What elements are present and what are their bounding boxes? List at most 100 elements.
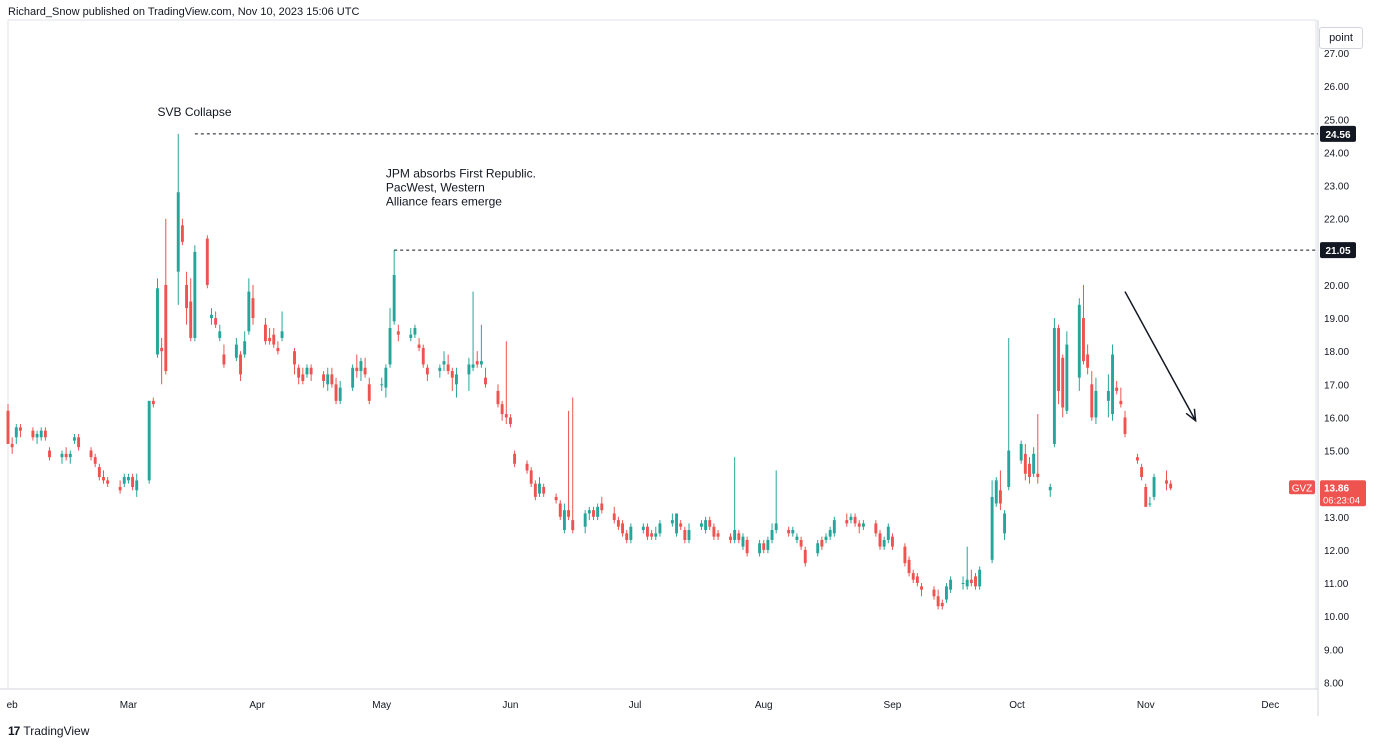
candle-body[interactable] <box>554 496 558 501</box>
candle-body[interactable] <box>388 328 392 365</box>
candle-body[interactable] <box>126 477 130 481</box>
candle-body[interactable] <box>280 331 284 338</box>
candle-body[interactable] <box>708 520 712 527</box>
candle-body[interactable] <box>438 367 442 372</box>
candle-body[interactable] <box>97 467 101 478</box>
candle-body[interactable] <box>704 520 708 531</box>
candle-body[interactable] <box>874 523 878 534</box>
candle-body[interactable] <box>234 344 238 358</box>
candle-body[interactable] <box>355 367 359 372</box>
candle-body[interactable] <box>567 510 571 517</box>
candle-body[interactable] <box>1119 400 1123 405</box>
candle-body[interactable] <box>849 516 853 521</box>
candle-body[interactable] <box>351 367 355 388</box>
price-scale-mode-button[interactable]: point <box>1319 27 1363 49</box>
candle-body[interactable] <box>272 334 276 345</box>
candle-body[interactable] <box>853 516 857 524</box>
candle-body[interactable] <box>758 543 762 554</box>
candle-body[interactable] <box>450 371 454 378</box>
candle-body[interactable] <box>538 483 541 494</box>
candle-body[interactable] <box>891 536 894 547</box>
candle-body[interactable] <box>533 483 537 497</box>
candle-body[interactable] <box>791 530 795 534</box>
candle-body[interactable] <box>392 275 396 322</box>
candle-body[interactable] <box>35 433 39 438</box>
candle-body[interactable] <box>629 526 633 540</box>
candle-body[interactable] <box>1094 390 1098 418</box>
candle-body[interactable] <box>903 546 907 564</box>
candle-body[interactable] <box>64 453 68 458</box>
candle-body[interactable] <box>936 596 940 607</box>
candle-body[interactable] <box>467 364 471 375</box>
candle-body[interactable] <box>263 324 267 342</box>
candle-body[interactable] <box>60 453 64 458</box>
candle-body[interactable] <box>122 477 126 484</box>
candle-body[interactable] <box>93 457 97 464</box>
candle-body[interactable] <box>729 536 732 540</box>
candle-body[interactable] <box>679 523 683 527</box>
candle-body[interactable] <box>293 351 296 365</box>
candle-body[interactable] <box>932 589 936 597</box>
candle-body[interactable] <box>10 443 14 448</box>
candle-body[interactable] <box>675 513 678 534</box>
candle-body[interactable] <box>940 602 944 607</box>
candle-body[interactable] <box>413 328 417 335</box>
candle-body[interactable] <box>1032 453 1036 474</box>
candle-body[interactable] <box>39 430 43 438</box>
candle-body[interactable] <box>990 496 994 560</box>
candle-body[interactable] <box>525 463 529 471</box>
candle-body[interactable] <box>297 367 301 378</box>
candle-body[interactable] <box>326 374 330 385</box>
candle-body[interactable] <box>247 291 251 332</box>
candle-body[interactable] <box>106 480 110 484</box>
candle-body[interactable] <box>994 480 998 504</box>
candle-body[interactable] <box>944 586 948 600</box>
candle-body[interactable] <box>189 301 193 338</box>
candle-body[interactable] <box>176 192 180 272</box>
candle-body[interactable] <box>832 520 836 534</box>
candle-body[interactable] <box>180 225 184 242</box>
candle-body[interactable] <box>1135 457 1139 461</box>
candle-body[interactable] <box>592 510 595 517</box>
candle-body[interactable] <box>920 586 923 590</box>
candle-body[interactable] <box>147 400 151 481</box>
candle-body[interactable] <box>646 526 649 537</box>
candle-body[interactable] <box>621 523 625 534</box>
candle-body[interactable] <box>193 251 197 338</box>
candle-body[interactable] <box>1077 304 1081 378</box>
candle-body[interactable] <box>1065 344 1069 411</box>
candle-body[interactable] <box>421 347 425 365</box>
candle-body[interactable] <box>965 579 969 587</box>
candle-body[interactable] <box>156 288 159 355</box>
candle-body[interactable] <box>712 526 716 537</box>
candle-body[interactable] <box>558 503 562 517</box>
candle-body[interactable] <box>641 526 645 531</box>
candle-body[interactable] <box>48 450 51 458</box>
candle-body[interactable] <box>338 387 342 401</box>
candle-body[interactable] <box>380 384 384 386</box>
candle-body[interactable] <box>367 384 371 401</box>
candle-body[interactable] <box>210 314 213 319</box>
candle-body[interactable] <box>484 377 487 385</box>
candle-body[interactable] <box>322 374 326 381</box>
candle-body[interactable] <box>1140 467 1144 478</box>
candle-body[interactable] <box>1169 483 1173 489</box>
candle-body[interactable] <box>89 450 93 458</box>
candle-body[interactable] <box>907 559 911 574</box>
candle-body[interactable] <box>135 480 139 491</box>
candle-body[interactable] <box>596 506 600 517</box>
candle-body[interactable] <box>1106 390 1110 401</box>
candle-body[interactable] <box>102 477 105 481</box>
candle-body[interactable] <box>19 427 22 431</box>
candle-body[interactable] <box>251 298 255 319</box>
candle-body[interactable] <box>214 318 218 325</box>
candle-body[interactable] <box>496 390 500 405</box>
candle-body[interactable] <box>301 374 305 381</box>
candle-body[interactable] <box>1086 354 1090 368</box>
candle-body[interactable] <box>969 579 973 584</box>
candle-body[interactable] <box>587 510 591 514</box>
candle-body[interactable] <box>1115 387 1119 391</box>
candle-body[interactable] <box>276 347 280 352</box>
candle-body[interactable] <box>68 453 72 458</box>
